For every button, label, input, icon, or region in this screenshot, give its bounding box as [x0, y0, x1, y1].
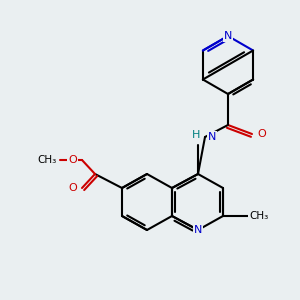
Text: N: N: [208, 132, 216, 142]
Text: N: N: [224, 31, 232, 41]
Text: CH₃: CH₃: [249, 211, 268, 221]
Text: N: N: [194, 225, 202, 235]
Text: O: O: [68, 183, 77, 193]
Text: H: H: [192, 130, 200, 140]
Text: CH₃: CH₃: [38, 155, 57, 165]
Text: O: O: [68, 155, 77, 165]
Text: O: O: [257, 129, 266, 139]
